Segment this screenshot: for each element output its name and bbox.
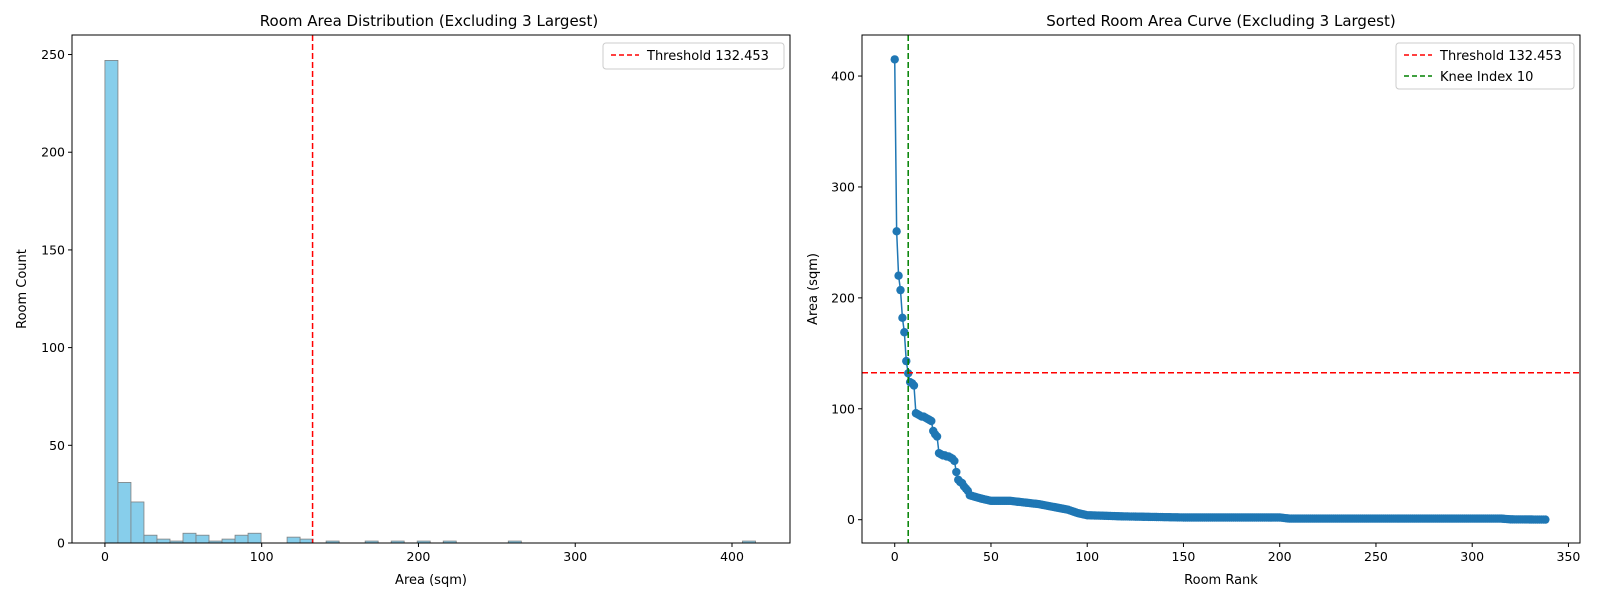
sorted-curve-point — [1541, 515, 1550, 524]
histogram-y-tick-label: 250 — [41, 47, 65, 62]
sorted-curve-point — [902, 356, 911, 366]
sorted-curve-point — [927, 416, 936, 426]
histogram-legend-threshold-label: Threshold 132.453 — [646, 49, 769, 64]
histogram-x-tick-label: 200 — [407, 549, 431, 564]
histogram-bar — [104, 60, 119, 544]
sorted-curve-y-tick-label: 400 — [831, 69, 855, 84]
sorted-curve-x-tick-label: 50 — [983, 549, 999, 564]
sorted-curve-y-tick-label: 300 — [831, 179, 855, 194]
histogram-y-tick-label: 150 — [41, 242, 65, 257]
histogram-x-ticks: 0 100 200 300 400 — [101, 543, 744, 564]
sorted-curve-y-tick-label: 0 — [847, 512, 855, 527]
histogram-y-tick-label: 0 — [57, 536, 65, 551]
histogram-bar — [234, 534, 249, 544]
sorted-curve-point — [890, 55, 899, 64]
histogram-legend-box — [602, 42, 785, 70]
histogram-bar — [117, 482, 132, 544]
histogram-bar — [130, 501, 145, 544]
sorted-curve-x-tick-label: 0 — [891, 549, 899, 564]
sorted-curve-x-tick-label: 100 — [1075, 549, 1099, 564]
sorted-curve-legend: Threshold 132.453 Knee Index 10 — [1395, 42, 1575, 90]
histogram-chart: Room Area Distribution (Excluding 3 Larg… — [15, 12, 791, 588]
sorted-curve-point — [896, 285, 905, 295]
sorted-curve-point — [932, 432, 942, 441]
sorted-curve-x-tick-label: 250 — [1364, 549, 1388, 564]
sorted-curve-point — [892, 227, 901, 236]
sorted-curve-point — [909, 381, 919, 390]
histogram-bar — [299, 538, 314, 544]
histogram-bar — [182, 532, 197, 544]
sorted-curve-point — [894, 271, 903, 280]
sorted-curve-line — [893, 59, 1546, 521]
histogram-x-axis-label: Area (sqm) — [395, 573, 467, 588]
sorted-curve-x-tick-label: 200 — [1268, 549, 1292, 564]
histogram-y-axis-label: Room Count — [15, 249, 30, 329]
sorted-curve-x-tick-label: 300 — [1460, 549, 1484, 564]
histogram-y-tick-label: 50 — [49, 438, 65, 453]
sorted-curve-legend-knee-label: Knee Index 10 — [1440, 70, 1533, 85]
sorted-curve-y-axis-label: Area (sqm) — [806, 253, 821, 325]
histogram-legend: Threshold 132.453 — [602, 42, 785, 70]
histogram-bar — [143, 534, 158, 544]
histogram-title: Room Area Distribution (Excluding 3 Larg… — [260, 12, 598, 30]
histogram-bar — [247, 532, 262, 544]
histogram-y-ticks: 0 50 100 150 200 250 — [41, 47, 72, 551]
sorted-curve-chart: Sorted Room Area Curve (Excluding 3 Larg… — [806, 12, 1581, 588]
histogram-bar — [221, 538, 236, 544]
sorted-curve-y-tick-label: 200 — [831, 290, 855, 305]
sorted-curve-y-tick-label: 100 — [831, 401, 855, 416]
sorted-curve-series — [890, 55, 1550, 524]
sorted-curve-x-ticks: 0 50 100 150 200 250 300 350 — [891, 543, 1581, 564]
sorted-curve-x-tick-label: 150 — [1172, 549, 1196, 564]
sorted-curve-x-tick-label: 350 — [1557, 549, 1581, 564]
sorted-curve-title: Sorted Room Area Curve (Excluding 3 Larg… — [1046, 12, 1395, 30]
sorted-curve-y-ticks: 0 100 200 300 400 — [831, 69, 862, 527]
sorted-curve-x-axis-label: Room Rank — [1184, 573, 1258, 588]
histogram-x-tick-label: 300 — [563, 549, 587, 564]
sorted-curve-point — [898, 313, 907, 323]
sorted-curve-legend-threshold-label: Threshold 132.453 — [1439, 49, 1562, 64]
histogram-x-tick-label: 400 — [720, 549, 744, 564]
histogram-y-tick-label: 100 — [41, 340, 65, 355]
histogram-plot-frame — [71, 34, 791, 544]
histogram-x-tick-label: 0 — [101, 549, 109, 564]
histogram-bar — [286, 536, 301, 544]
histogram-bars — [104, 60, 756, 544]
histogram-bar — [156, 538, 171, 544]
sorted-curve-point — [900, 328, 909, 337]
sorted-curve-legend-box — [1395, 42, 1575, 90]
sorted-curve-point — [950, 456, 959, 466]
histogram-x-tick-label: 100 — [250, 549, 274, 564]
histogram-y-tick-label: 200 — [41, 145, 65, 160]
sorted-curve-point — [952, 467, 961, 477]
histogram-bar — [195, 534, 210, 544]
sorted-curve-plot-frame — [861, 34, 1581, 544]
